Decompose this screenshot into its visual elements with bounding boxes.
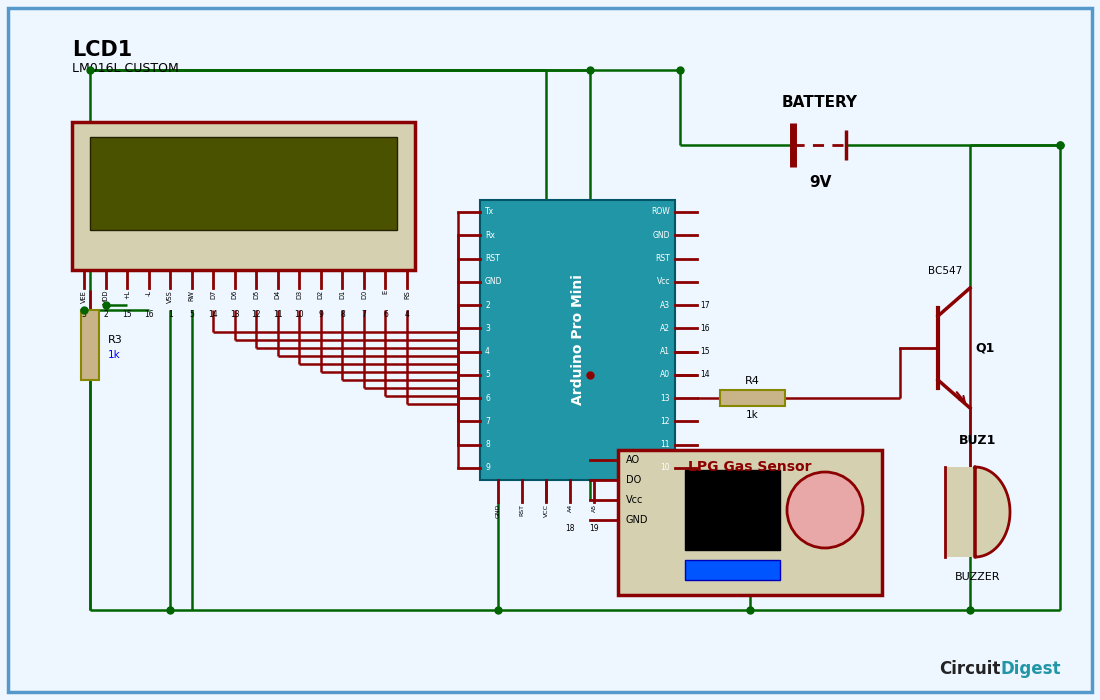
Text: VDD: VDD bbox=[102, 290, 109, 304]
Text: D5: D5 bbox=[253, 290, 260, 300]
Text: 14: 14 bbox=[208, 310, 218, 319]
Bar bbox=[685, 560, 780, 580]
Text: 2: 2 bbox=[103, 310, 108, 319]
Text: 12: 12 bbox=[660, 417, 670, 426]
Text: GND: GND bbox=[485, 277, 503, 286]
Text: D2: D2 bbox=[318, 290, 323, 300]
Text: 19: 19 bbox=[590, 524, 598, 533]
Bar bbox=[720, 390, 785, 406]
Text: AO: AO bbox=[626, 455, 640, 465]
Text: Vcc: Vcc bbox=[657, 277, 670, 286]
Bar bbox=[618, 450, 882, 595]
Text: 12: 12 bbox=[252, 310, 261, 319]
Text: D0: D0 bbox=[361, 290, 367, 300]
Text: -L: -L bbox=[145, 290, 152, 296]
Text: 17: 17 bbox=[700, 300, 710, 309]
Text: 6: 6 bbox=[383, 310, 388, 319]
Text: A0: A0 bbox=[660, 370, 670, 379]
Text: R3: R3 bbox=[108, 335, 123, 345]
Text: D4: D4 bbox=[275, 290, 280, 300]
Text: VSS: VSS bbox=[167, 290, 173, 302]
Text: E: E bbox=[383, 290, 388, 294]
Text: 15: 15 bbox=[122, 310, 132, 319]
Text: 18: 18 bbox=[565, 524, 574, 533]
Text: BC547: BC547 bbox=[928, 266, 962, 276]
Text: 13: 13 bbox=[660, 393, 670, 402]
Text: 11: 11 bbox=[660, 440, 670, 449]
Text: 11: 11 bbox=[273, 310, 283, 319]
Text: 16: 16 bbox=[700, 324, 710, 333]
Text: GND: GND bbox=[626, 515, 649, 525]
Text: 9: 9 bbox=[485, 463, 490, 473]
Text: 8: 8 bbox=[340, 310, 344, 319]
Text: RST: RST bbox=[485, 254, 499, 263]
Text: LPG Gas Sensor: LPG Gas Sensor bbox=[689, 460, 812, 474]
Bar bbox=[72, 122, 415, 270]
Text: 3: 3 bbox=[485, 324, 490, 333]
Text: 2: 2 bbox=[485, 300, 490, 309]
Text: 4: 4 bbox=[485, 347, 490, 356]
Text: R4: R4 bbox=[745, 376, 760, 386]
Text: 5: 5 bbox=[485, 370, 490, 379]
Text: RST: RST bbox=[656, 254, 670, 263]
Bar bbox=[945, 467, 975, 557]
Text: 5: 5 bbox=[189, 310, 194, 319]
Text: A4: A4 bbox=[568, 504, 572, 512]
Bar bbox=[685, 470, 780, 550]
Text: 1: 1 bbox=[168, 310, 173, 319]
Text: GND: GND bbox=[652, 231, 670, 240]
Text: LCD1: LCD1 bbox=[72, 40, 132, 60]
Text: A1: A1 bbox=[660, 347, 670, 356]
Text: D7: D7 bbox=[210, 290, 217, 300]
Text: 8: 8 bbox=[485, 440, 490, 449]
Text: Arduino Pro Mini: Arduino Pro Mini bbox=[571, 274, 584, 405]
Text: 14: 14 bbox=[700, 370, 710, 379]
Text: 4: 4 bbox=[405, 310, 409, 319]
Circle shape bbox=[786, 472, 864, 548]
Text: Tx: Tx bbox=[485, 207, 494, 216]
Text: Q1: Q1 bbox=[975, 342, 994, 354]
Text: 6: 6 bbox=[485, 393, 490, 402]
Text: 7: 7 bbox=[362, 310, 366, 319]
Text: GND: GND bbox=[495, 504, 500, 519]
Text: D1: D1 bbox=[340, 290, 345, 299]
Text: 10: 10 bbox=[295, 310, 304, 319]
Text: 7: 7 bbox=[485, 417, 490, 426]
Text: Digest: Digest bbox=[1000, 660, 1060, 678]
Text: D6: D6 bbox=[232, 290, 238, 300]
Text: BUZ1: BUZ1 bbox=[959, 434, 997, 447]
Bar bbox=[480, 200, 675, 480]
Text: 1k: 1k bbox=[746, 410, 759, 420]
Text: 3: 3 bbox=[81, 310, 87, 319]
Text: 13: 13 bbox=[230, 310, 240, 319]
Text: 1k: 1k bbox=[108, 350, 121, 360]
Text: Vcc: Vcc bbox=[626, 495, 644, 505]
Text: 15: 15 bbox=[700, 347, 710, 356]
Text: Rx: Rx bbox=[485, 231, 495, 240]
Text: A2: A2 bbox=[660, 324, 670, 333]
Text: LM016L CUSTOM: LM016L CUSTOM bbox=[72, 62, 178, 74]
Text: 16: 16 bbox=[144, 310, 153, 319]
Bar bbox=[81, 310, 99, 380]
Text: DO: DO bbox=[626, 475, 641, 485]
Text: RS: RS bbox=[404, 290, 410, 299]
Text: 10: 10 bbox=[660, 463, 670, 473]
Text: +L: +L bbox=[124, 290, 130, 299]
Text: VCC: VCC bbox=[543, 504, 549, 517]
Text: 9: 9 bbox=[318, 310, 323, 319]
Text: 9V: 9V bbox=[808, 175, 832, 190]
Text: D3: D3 bbox=[296, 290, 303, 299]
Text: A3: A3 bbox=[660, 300, 670, 309]
Text: Circuit: Circuit bbox=[938, 660, 1000, 678]
Polygon shape bbox=[975, 467, 1010, 557]
Text: VEE: VEE bbox=[81, 290, 87, 302]
Bar bbox=[90, 137, 397, 230]
Text: ROW: ROW bbox=[651, 207, 670, 216]
Text: BUZZER: BUZZER bbox=[955, 572, 1000, 582]
Text: A5: A5 bbox=[592, 504, 596, 512]
Text: RST: RST bbox=[519, 504, 525, 516]
Text: RW: RW bbox=[189, 290, 195, 301]
Text: BATTERY: BATTERY bbox=[782, 95, 858, 110]
